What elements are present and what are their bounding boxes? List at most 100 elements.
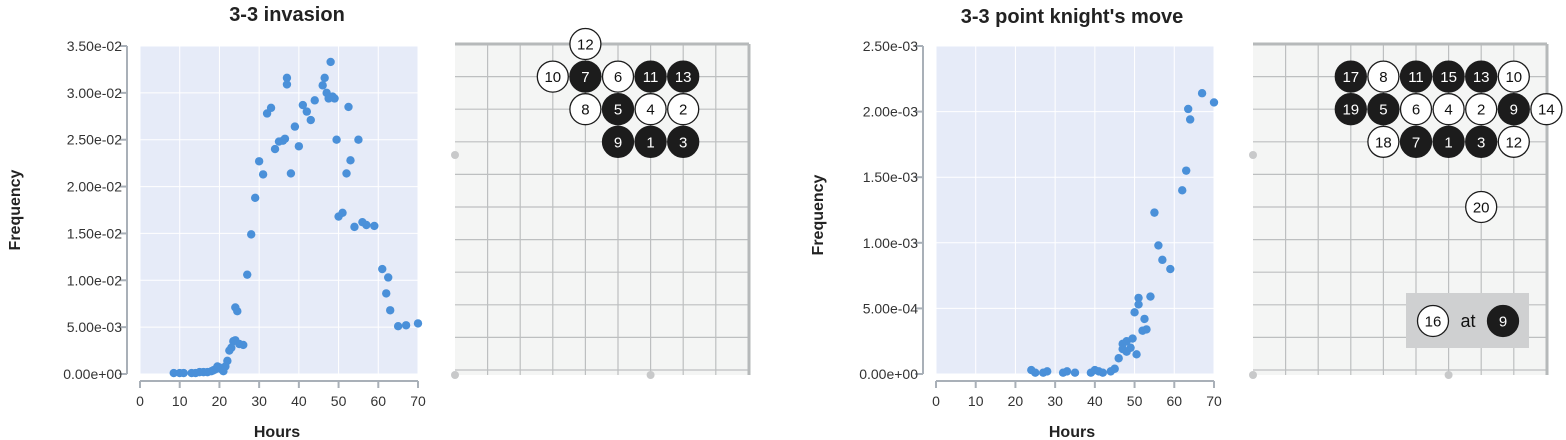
black-stone-disc	[1334, 93, 1367, 126]
x-tick-label: 70	[1206, 393, 1222, 409]
x-tick-label: 30	[1047, 393, 1063, 409]
stone-number: 12	[577, 37, 594, 54]
white-stone-disc	[536, 60, 569, 93]
board-marker-dot	[1249, 371, 1257, 379]
stone-number: 1	[1444, 134, 1452, 151]
stone-number: 9	[1499, 314, 1507, 331]
stone-number: 8	[1379, 69, 1387, 86]
white-stone: 2	[667, 93, 700, 126]
y-tick-label: 2.00e-03	[863, 104, 918, 120]
data-point	[306, 115, 315, 125]
white-stone-disc	[601, 60, 635, 93]
black-stone-disc	[1465, 60, 1498, 93]
data-point	[310, 96, 319, 105]
white-stone: 10	[536, 60, 569, 93]
board-edges	[451, 42, 751, 379]
board-marker-dot	[1444, 371, 1453, 379]
black-stone-disc	[1465, 125, 1498, 158]
black-stone: 7	[569, 60, 602, 93]
stone-number: 4	[1444, 102, 1452, 119]
white-stone-disc	[1497, 60, 1530, 93]
x-tick-label: 0	[136, 393, 144, 409]
data-point	[1134, 293, 1143, 303]
white-stone: 8	[1367, 60, 1400, 93]
data-point	[1197, 89, 1207, 98]
data-point	[384, 273, 393, 282]
black-stone-disc	[1486, 304, 1520, 338]
data-point	[1031, 368, 1040, 377]
stone-number: 2	[679, 102, 687, 119]
black-stone: 9	[601, 125, 635, 158]
white-stone-disc	[634, 93, 667, 126]
x-tick-label: 40	[291, 393, 307, 409]
y-tick-label: 2.00e-02	[67, 179, 122, 195]
data-point	[1062, 367, 1072, 376]
black-stone: 13	[667, 60, 700, 93]
data-point	[1132, 350, 1141, 359]
data-point	[298, 100, 308, 110]
stone-number: 3	[1477, 134, 1485, 151]
data-point	[346, 156, 355, 165]
white-stone-disc	[569, 27, 602, 61]
stone-number: 5	[614, 102, 622, 119]
stone-number: 5	[1379, 102, 1387, 119]
scatter-chart-3-3-point-knights-move: 0.00e+00 5.00e-04 1.00e-03 1.50e-03 2.00e-03…	[810, 6, 1222, 440]
stone-number: 3	[679, 134, 687, 151]
caption-white-stone: 16	[1416, 304, 1450, 338]
black-stone-disc	[1497, 93, 1530, 126]
white-stone-disc	[667, 93, 700, 126]
y-tick-label: 1.50e-02	[67, 225, 122, 241]
x-tick-label: 20	[1008, 393, 1024, 409]
black-stone: 1	[634, 125, 667, 158]
x-tick-label: 20	[212, 393, 228, 409]
data-point	[243, 270, 252, 279]
data-point	[1154, 241, 1163, 250]
data-point	[266, 103, 276, 113]
data-points	[169, 57, 423, 378]
data-point	[413, 319, 423, 328]
data-point	[282, 80, 292, 89]
black-stone-disc	[667, 125, 700, 158]
white-stone: 8	[569, 93, 602, 126]
data-point	[386, 306, 395, 315]
data-point	[1043, 367, 1052, 376]
y-tick-label: 5.00e-04	[863, 300, 918, 316]
stone-number: 15	[1440, 69, 1457, 86]
black-stone-disc	[1432, 60, 1465, 93]
black-stone-disc	[634, 125, 667, 158]
black-stone: 7	[1399, 125, 1433, 158]
x-tick-label: 40	[1087, 393, 1103, 409]
white-stone-disc	[1367, 60, 1400, 93]
black-stone-disc	[1432, 125, 1465, 158]
black-stone-disc	[634, 60, 667, 93]
data-point	[294, 142, 304, 151]
data-point	[326, 57, 335, 67]
data-point	[227, 343, 236, 352]
stone-number: 13	[1473, 69, 1490, 86]
black-stone-disc	[569, 60, 602, 93]
white-stone-disc	[1497, 125, 1530, 158]
stone-number: 9	[1510, 102, 1518, 119]
black-stone: 9	[1497, 93, 1530, 126]
board-marker-dot	[451, 151, 459, 159]
black-stone-disc	[601, 93, 635, 126]
black-stone: 3	[1465, 125, 1498, 158]
data-point	[378, 264, 387, 274]
white-stone-disc	[1416, 304, 1450, 338]
black-stone-disc	[1399, 60, 1433, 93]
data-point	[1158, 255, 1167, 265]
x-tick-label: 0	[932, 393, 940, 409]
board-marker-dot	[451, 371, 459, 379]
axes: 0.00e+00 5.00e-04 1.00e-03 1.50e-03 2.00e-03…	[859, 38, 1222, 409]
data-points	[1027, 89, 1219, 377]
data-point	[233, 307, 242, 316]
data-point	[286, 169, 296, 178]
black-stone: 5	[1367, 93, 1400, 126]
data-point	[401, 321, 411, 330]
white-stone-disc	[1465, 190, 1498, 224]
y-tick-label: 2.50e-02	[67, 132, 122, 148]
y-axis-label: Frequency	[7, 169, 24, 250]
data-point	[258, 170, 268, 179]
stone-number: 16	[1425, 314, 1442, 331]
